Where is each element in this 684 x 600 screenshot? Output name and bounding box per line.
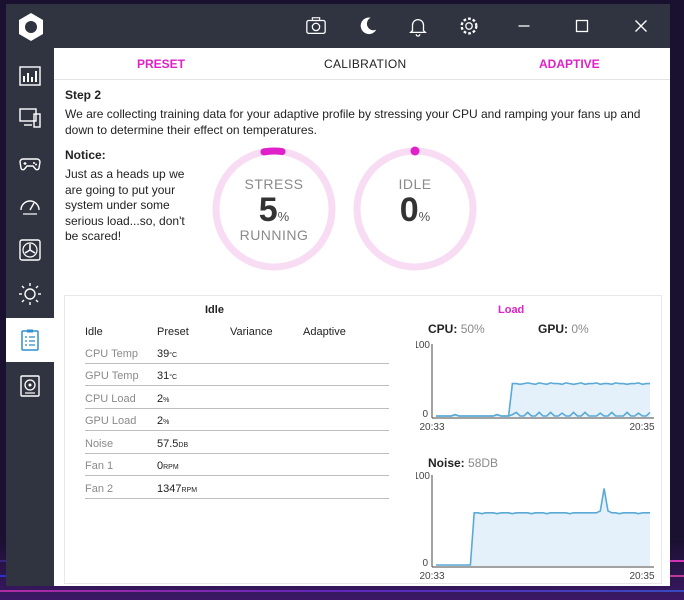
noise-chart: 100 0 20:33 20:35 — [416, 471, 655, 581]
sidebar — [6, 4, 54, 586]
table-row: CPU Load 2% — [85, 387, 389, 409]
computer-icon — [19, 108, 41, 128]
notice-text: Just as a heads up we are going to put y… — [65, 167, 185, 243]
speedometer-icon — [20, 200, 40, 215]
tab-adaptive[interactable]: ADAPTIVE — [539, 57, 600, 71]
sidebar-item-monitor[interactable] — [6, 54, 54, 98]
idle-gauge: IDLE 0% — [349, 143, 481, 275]
step-description: We are collecting training data for your… — [65, 107, 641, 137]
tab-calibration[interactable]: CALIBRATION — [324, 57, 407, 71]
x-tick-label: 20:33 — [419, 571, 444, 581]
fan-icon — [19, 239, 41, 261]
table-row: CPU Temp 39°C — [85, 342, 389, 364]
series-area-noise — [436, 488, 650, 566]
sidebar-item-lighting[interactable] — [6, 272, 54, 316]
gamepad-icon — [19, 158, 41, 171]
sidebar-item-gaming[interactable] — [6, 141, 54, 185]
y-tick-label: 100 — [416, 340, 430, 351]
idle-value: 0% — [399, 191, 431, 229]
tab-bar: PRESET CALIBRATION ADAPTIVE — [54, 48, 670, 80]
app-logo-icon — [16, 12, 46, 42]
y-tick-label: 0 — [422, 409, 428, 420]
app-window: PRESET CALIBRATION ADAPTIVE Step 2 We ar… — [6, 4, 670, 586]
sidebar-item-calibration[interactable] — [6, 318, 54, 362]
idle-label: IDLE — [398, 176, 432, 192]
x-tick-label: 20:35 — [629, 571, 654, 581]
series-area-cpu — [436, 382, 650, 417]
title-bar — [54, 4, 670, 48]
sidebar-item-storage[interactable] — [6, 364, 54, 408]
series-line-gpu — [436, 411, 651, 417]
y-tick-label: 0 — [422, 558, 428, 569]
running-label: RUNNING — [239, 227, 309, 243]
bell-icon[interactable] — [406, 14, 430, 38]
idle-table-title: Idle — [205, 304, 224, 316]
results-panel: Idle Load Idle Preset Variance Adaptive … — [64, 295, 662, 584]
step-title: Step 2 — [65, 88, 102, 102]
close-icon[interactable] — [629, 14, 653, 38]
load-title: Load — [498, 304, 525, 316]
gpu-load-label: GPU: 0% — [538, 322, 589, 336]
clipboard-icon — [21, 329, 39, 351]
stress-value: 5% — [258, 191, 290, 229]
col-header-adaptive: Adaptive — [303, 326, 346, 338]
col-header-idle: Idle — [85, 326, 103, 338]
gear-icon[interactable] — [457, 14, 481, 38]
y-tick-label: 100 — [416, 471, 430, 482]
stress-label: STRESS — [244, 176, 304, 192]
table-row: GPU Temp 31°C — [85, 364, 389, 386]
table-row: GPU Load 2% — [85, 409, 389, 431]
camera-icon[interactable] — [304, 14, 328, 38]
moon-icon[interactable] — [356, 14, 380, 38]
dashboard-chart-icon — [19, 66, 41, 86]
sidebar-item-fans[interactable] — [6, 228, 54, 272]
sun-icon — [19, 283, 41, 305]
table-row: Fan 1 0RPM — [85, 454, 389, 476]
main-content: PRESET CALIBRATION ADAPTIVE Step 2 We ar… — [54, 48, 670, 586]
stress-gauge: STRESS 5% RUNNING — [208, 143, 340, 275]
notice-title: Notice: — [65, 148, 106, 162]
minimize-icon[interactable] — [512, 14, 536, 38]
noise-label: Noise: 58DB — [428, 456, 499, 470]
cpu-load-label: CPU: 50% — [428, 322, 485, 336]
stress-gauge-arc — [212, 147, 336, 271]
series-line-noise — [436, 488, 650, 566]
x-tick-label: 20:33 — [419, 422, 444, 432]
maximize-icon[interactable] — [570, 14, 594, 38]
table-row: Noise 57.5DB — [85, 432, 389, 454]
idle-gauge-dot — [410, 146, 420, 156]
col-header-variance: Variance — [230, 326, 273, 338]
tab-preset[interactable]: PRESET — [137, 57, 186, 71]
table-row: Fan 2 1347RPM — [85, 477, 389, 499]
load-chart: 100 0 20:33 20:35 — [416, 340, 655, 432]
col-header-preset: Preset — [157, 326, 189, 338]
x-tick-label: 20:35 — [629, 422, 654, 432]
sidebar-item-system[interactable] — [6, 96, 54, 140]
disk-icon — [20, 375, 40, 397]
sidebar-item-performance[interactable] — [6, 184, 54, 228]
